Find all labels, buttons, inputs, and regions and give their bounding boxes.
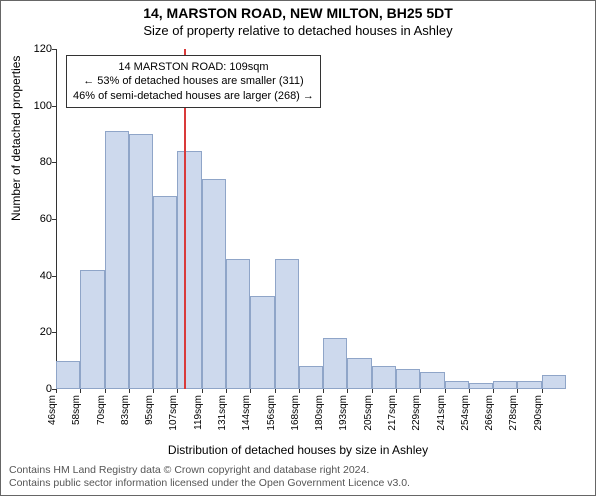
x-axis-title: Distribution of detached houses by size … <box>1 443 595 457</box>
annotation-line-1: 14 MARSTON ROAD: 109sqm <box>73 60 314 74</box>
histogram-bar <box>396 369 420 389</box>
x-tick-mark <box>396 389 397 393</box>
x-tick-label: 46sqm <box>47 395 58 425</box>
x-tick-mark <box>420 389 421 393</box>
histogram-bar <box>177 151 201 389</box>
y-tick-label: 120 <box>34 43 52 55</box>
x-tick-mark <box>56 389 57 393</box>
x-tick-label: 193sqm <box>338 395 349 431</box>
x-tick-mark <box>493 389 494 393</box>
y-axis-line <box>56 49 57 389</box>
y-tick-label: 60 <box>40 213 52 225</box>
x-tick-label: 290sqm <box>533 395 544 431</box>
y-tick-mark <box>52 276 56 277</box>
x-tick-mark <box>105 389 106 393</box>
x-tick-mark <box>445 389 446 393</box>
annotation-line-2: ← 53% of detached houses are smaller (31… <box>73 74 314 88</box>
x-tick-mark <box>80 389 81 393</box>
x-tick-label: 144sqm <box>241 395 252 431</box>
histogram-bar <box>226 259 250 389</box>
y-tick-mark <box>52 162 56 163</box>
chart-title-main: 14, MARSTON ROAD, NEW MILTON, BH25 5DT <box>1 5 595 21</box>
x-tick-mark <box>347 389 348 393</box>
x-tick-label: 168sqm <box>290 395 301 431</box>
histogram-bar <box>493 381 517 390</box>
x-tick-mark <box>542 389 543 393</box>
chart-area: 02040608010012046sqm58sqm70sqm83sqm95sqm… <box>56 49 566 389</box>
chart-container: 14, MARSTON ROAD, NEW MILTON, BH25 5DT S… <box>0 0 596 496</box>
x-tick-label: 156sqm <box>266 395 277 431</box>
x-tick-mark <box>202 389 203 393</box>
histogram-bar <box>445 381 469 390</box>
histogram-bar <box>323 338 347 389</box>
histogram-bar <box>153 196 177 389</box>
plot-region: 02040608010012046sqm58sqm70sqm83sqm95sqm… <box>56 49 566 389</box>
histogram-bar <box>542 375 566 389</box>
histogram-bar <box>275 259 299 389</box>
x-tick-label: 58sqm <box>71 395 82 425</box>
x-tick-label: 83sqm <box>120 395 131 425</box>
x-tick-label: 241sqm <box>436 395 447 431</box>
histogram-bar <box>202 179 226 389</box>
x-tick-label: 278sqm <box>508 395 519 431</box>
y-tick-label: 80 <box>40 156 52 168</box>
x-tick-label: 95sqm <box>144 395 155 425</box>
y-tick-mark <box>52 106 56 107</box>
y-tick-mark <box>52 49 56 50</box>
x-tick-mark <box>323 389 324 393</box>
x-tick-mark <box>469 389 470 393</box>
x-tick-label: 254sqm <box>460 395 471 431</box>
x-tick-mark <box>226 389 227 393</box>
histogram-bar <box>250 296 274 390</box>
histogram-bar <box>129 134 153 389</box>
x-tick-label: 217sqm <box>387 395 398 431</box>
histogram-bar <box>80 270 104 389</box>
x-tick-mark <box>250 389 251 393</box>
y-tick-mark <box>52 219 56 220</box>
x-tick-label: 131sqm <box>217 395 228 431</box>
x-tick-mark <box>153 389 154 393</box>
x-tick-label: 70sqm <box>96 395 107 425</box>
x-tick-label: 229sqm <box>411 395 422 431</box>
footer-line-2: Contains public sector information licen… <box>9 477 410 491</box>
footer-line-1: Contains HM Land Registry data © Crown c… <box>9 464 410 478</box>
histogram-bar <box>56 361 80 389</box>
y-axis-title: Number of detached properties <box>9 56 23 221</box>
x-tick-label: 266sqm <box>484 395 495 431</box>
x-tick-label: 180sqm <box>314 395 325 431</box>
histogram-bar <box>299 366 323 389</box>
histogram-bar <box>420 372 444 389</box>
x-tick-mark <box>275 389 276 393</box>
histogram-bar <box>469 383 493 389</box>
annotation-box: 14 MARSTON ROAD: 109sqm← 53% of detached… <box>66 55 321 108</box>
histogram-bar <box>517 381 541 390</box>
x-tick-mark <box>299 389 300 393</box>
histogram-bar <box>347 358 371 389</box>
x-tick-label: 107sqm <box>168 395 179 431</box>
y-tick-label: 100 <box>34 100 52 112</box>
y-tick-label: 20 <box>40 326 52 338</box>
x-tick-mark <box>177 389 178 393</box>
x-tick-mark <box>517 389 518 393</box>
histogram-bar <box>372 366 396 389</box>
footer-attribution: Contains HM Land Registry data © Crown c… <box>9 464 410 491</box>
x-tick-label: 205sqm <box>363 395 374 431</box>
histogram-bar <box>105 131 129 389</box>
x-tick-mark <box>129 389 130 393</box>
y-tick-label: 40 <box>40 270 52 282</box>
x-tick-label: 119sqm <box>193 395 204 430</box>
annotation-line-3: 46% of semi-detached houses are larger (… <box>73 89 314 103</box>
y-tick-mark <box>52 332 56 333</box>
chart-title-sub: Size of property relative to detached ho… <box>1 23 595 38</box>
x-tick-mark <box>372 389 373 393</box>
